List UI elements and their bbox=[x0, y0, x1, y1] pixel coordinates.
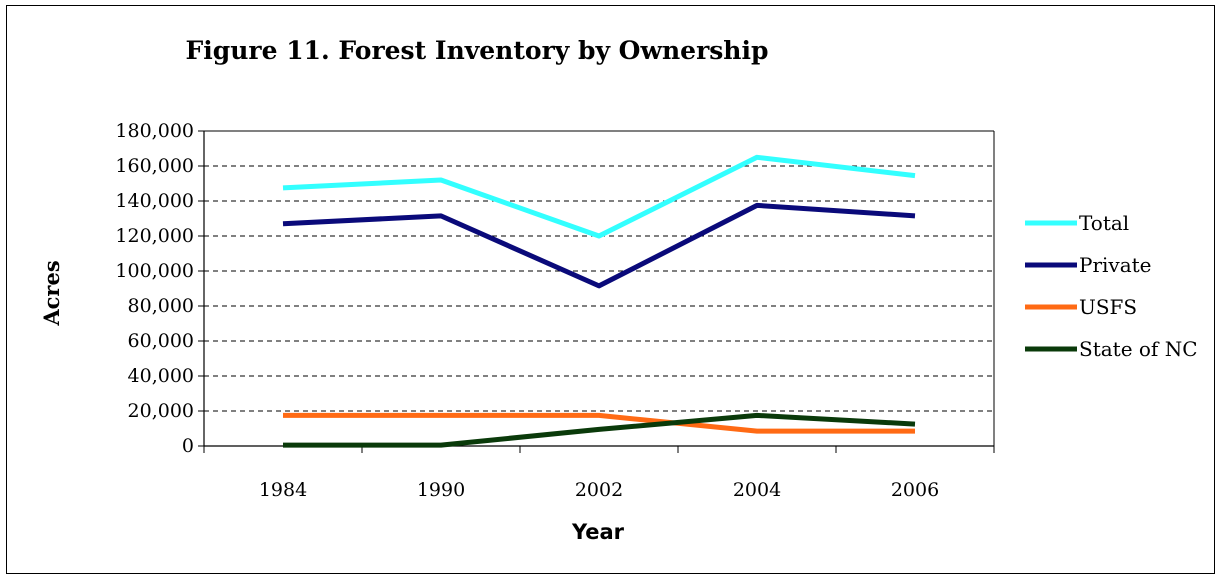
y-tick-label: 120,000 bbox=[115, 225, 194, 247]
y-tick-label: 0 bbox=[182, 435, 194, 457]
axes bbox=[203, 130, 995, 447]
line-chart: Figure 11. Forest Inventory by Ownership… bbox=[39, 36, 1198, 544]
x-tick-label: 1990 bbox=[417, 479, 465, 501]
x-tick-label: 2002 bbox=[575, 479, 623, 501]
legend-label-total: Total bbox=[1079, 211, 1129, 235]
x-axis-label: Year bbox=[571, 520, 625, 544]
series-line-usfs bbox=[283, 412, 915, 434]
chart-frame: Figure 11. Forest Inventory by Ownership… bbox=[6, 5, 1215, 574]
legend-label-private: Private bbox=[1079, 253, 1152, 277]
series-line-private bbox=[282, 202, 916, 289]
legend-label-usfs: USFS bbox=[1079, 295, 1137, 319]
x-tick-label: 2006 bbox=[891, 479, 939, 501]
y-tick-label: 100,000 bbox=[115, 260, 194, 282]
y-tick-label: 20,000 bbox=[128, 400, 194, 422]
legend: Total Private USFS State of NC bbox=[1025, 211, 1198, 361]
y-tick-label: 80,000 bbox=[128, 295, 194, 317]
series-line-state-of-nc bbox=[283, 412, 916, 448]
series-lines bbox=[282, 154, 916, 448]
y-tick-label: 140,000 bbox=[115, 190, 194, 212]
y-tick-label: 60,000 bbox=[128, 330, 194, 352]
y-tick-label: 160,000 bbox=[115, 155, 194, 177]
legend-label-state-of-nc: State of NC bbox=[1079, 337, 1198, 361]
series-line-total bbox=[282, 154, 916, 239]
y-tick-label: 40,000 bbox=[128, 365, 194, 387]
x-tick-label: 1984 bbox=[259, 479, 307, 501]
y-axis-ticks: 0 20,000 40,000 60,000 80,000 100,000 120,000 1… bbox=[115, 120, 204, 457]
chart-title: Figure 11. Forest Inventory by Ownership bbox=[186, 36, 769, 65]
x-tick-label: 2004 bbox=[733, 479, 781, 501]
y-tick-label: 180,000 bbox=[115, 120, 194, 142]
x-axis-ticks: 1984 1990 2002 2004 2006 bbox=[203, 446, 995, 501]
y-axis-label: Acres bbox=[39, 260, 64, 326]
